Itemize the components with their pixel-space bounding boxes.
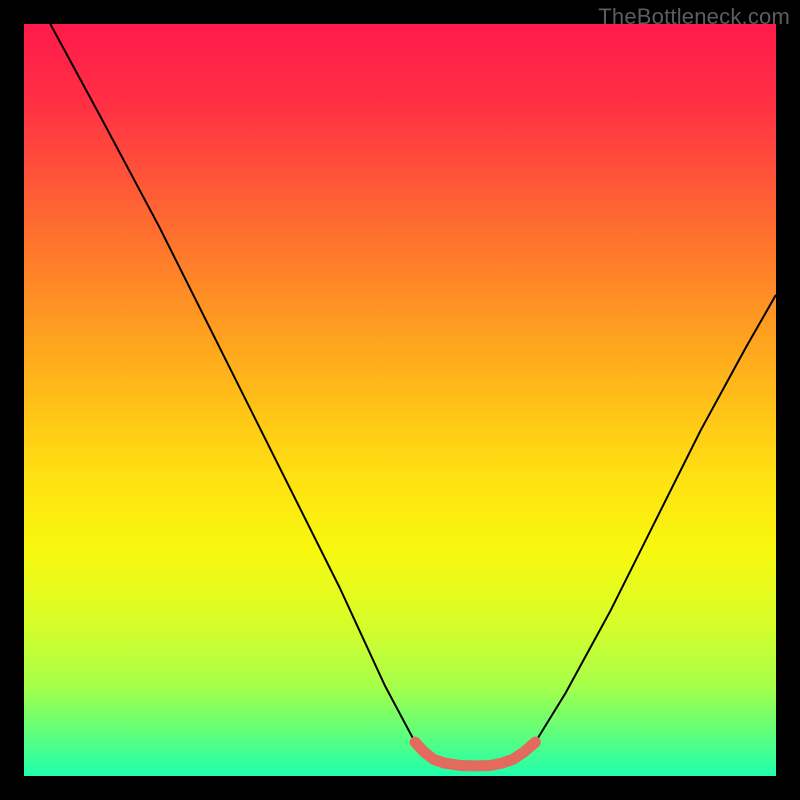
chart-background-gradient — [24, 24, 776, 776]
chart-container: TheBottleneck.com — [0, 0, 800, 800]
chart-svg — [0, 0, 800, 800]
watermark-text: TheBottleneck.com — [598, 4, 790, 30]
